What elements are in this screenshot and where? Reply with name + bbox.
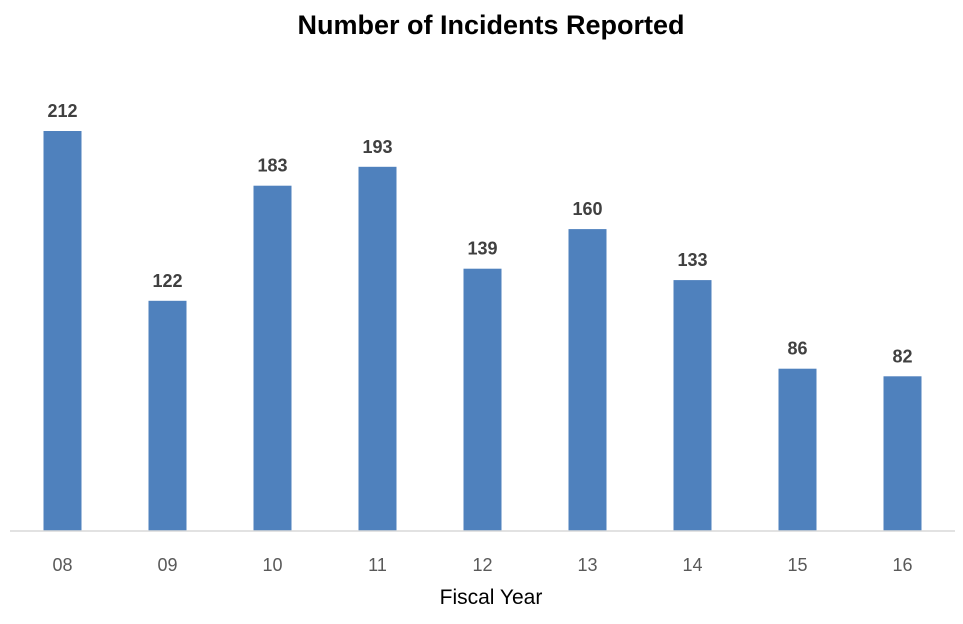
x-axis-title: Fiscal Year: [440, 586, 543, 609]
data-label-12: 139: [467, 239, 497, 259]
data-label-08: 212: [47, 101, 77, 121]
bar-14: [673, 280, 712, 531]
bar-10: [253, 185, 292, 531]
x-tick-label-16: 16: [892, 555, 912, 575]
x-tick-label-14: 14: [682, 555, 702, 575]
bar-16: [883, 376, 922, 531]
data-label-09: 122: [152, 271, 182, 291]
x-tick-label-08: 08: [52, 555, 72, 575]
bar-13: [568, 229, 607, 531]
chart-title: Number of Incidents Reported: [297, 10, 684, 40]
data-label-15: 86: [787, 339, 807, 359]
bars-group: [43, 131, 922, 532]
bar-09: [148, 300, 187, 531]
bar-11: [358, 166, 397, 532]
data-label-11: 193: [362, 137, 392, 157]
x-tick-label-15: 15: [787, 555, 807, 575]
bar-08: [43, 131, 82, 531]
x-tick-label-11: 11: [368, 555, 387, 575]
bar-15: [778, 368, 817, 531]
data-labels-group: 212 122 183 193 139 160 133 86 82: [47, 101, 912, 366]
data-label-16: 82: [892, 346, 912, 366]
bar-12: [463, 268, 502, 531]
data-label-10: 183: [257, 156, 287, 176]
x-tick-label-13: 13: [577, 555, 597, 575]
data-label-13: 160: [572, 199, 602, 219]
data-label-14: 133: [677, 250, 707, 270]
x-tick-labels-group: 08 09 10 11 12 13 14 15 16: [52, 555, 912, 575]
x-tick-label-12: 12: [472, 555, 492, 575]
x-tick-label-09: 09: [157, 555, 177, 575]
x-tick-label-10: 10: [262, 555, 282, 575]
